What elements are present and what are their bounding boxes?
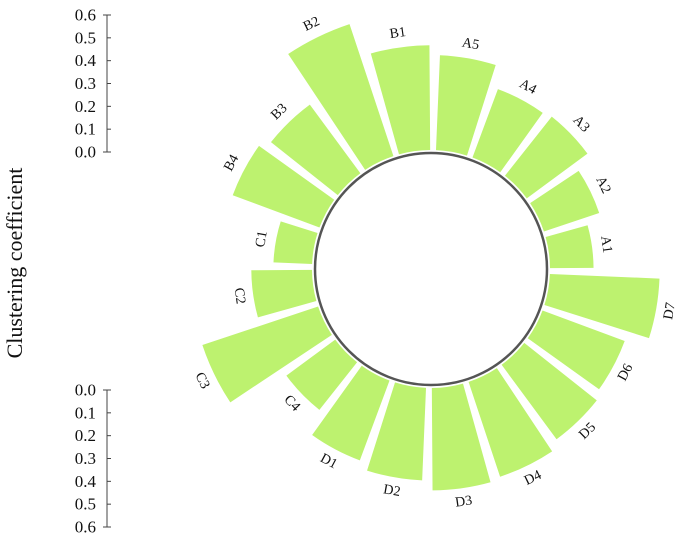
top-axis-line	[103, 14, 108, 153]
category-labels-group: A1 A2 A3 A4 A5 B1 B2 B3 B4 C1 C2 C3 C4 D1 D2 D3 D4 D5 D6 D7	[192, 14, 679, 511]
category-label-d5: D5	[576, 420, 599, 443]
category-label-c3: C3	[192, 370, 213, 391]
bar-a4	[472, 89, 543, 173]
category-label-d7: D7	[661, 301, 679, 320]
bars-group	[202, 24, 660, 491]
bottom-axis-tick-label-3: 0.3	[75, 449, 96, 468]
bar-d6	[527, 310, 625, 390]
category-label-d1: D1	[317, 451, 339, 472]
category-label-b2: B2	[301, 14, 322, 35]
category-label-d4: D4	[522, 468, 544, 489]
top-axis-ticks: 0.0 0.1 0.2 0.3 0.4 0.5 0.6	[75, 6, 111, 162]
category-label-d2: D2	[382, 482, 401, 500]
bottom-axis-tick-label-4: 0.4	[75, 472, 97, 491]
bottom-axis-ticks: 0.0 0.1 0.2 0.3 0.4 0.5 0.6	[75, 381, 111, 537]
bar-d1	[312, 365, 390, 461]
top-axis-tick-label-3: 0.3	[75, 74, 96, 93]
category-label-a5: A5	[461, 36, 480, 54]
bottom-axis-tick-label-6: 0.6	[75, 518, 96, 537]
bottom-axis-tick-label-1: 0.1	[75, 403, 96, 422]
bar-a5	[435, 55, 496, 156]
bar-c1	[273, 221, 318, 265]
bar-b3	[270, 104, 361, 196]
top-axis-tick-label-4: 0.4	[75, 51, 97, 70]
category-label-d6: D6	[615, 362, 636, 384]
bar-c3	[202, 306, 332, 403]
category-label-a2: A2	[592, 174, 613, 196]
top-axis-tick-label-2: 0.2	[75, 97, 96, 116]
top-axis: 0.0 0.1 0.2 0.3 0.4 0.5 0.6	[75, 6, 111, 162]
bar-d2	[367, 382, 427, 481]
bar-a3	[504, 116, 588, 199]
bottom-axis-tick-label-5: 0.5	[75, 495, 96, 514]
top-axis-tick-label-1: 0.1	[75, 120, 96, 139]
category-label-b3: B3	[268, 101, 290, 123]
bar-c4	[286, 339, 358, 410]
bar-d3	[431, 383, 491, 491]
top-axis-tick-label-0: 0.0	[75, 143, 96, 162]
bar-d5	[501, 342, 597, 440]
bar-b2	[288, 24, 394, 170]
category-label-c1: C1	[253, 230, 271, 249]
category-label-c4: C4	[281, 392, 303, 414]
bar-b4	[232, 145, 335, 228]
category-label-b4: B4	[221, 152, 242, 173]
top-axis-tick-label-5: 0.5	[75, 28, 96, 47]
category-label-c2: C2	[231, 287, 248, 305]
bottom-axis-line	[103, 389, 108, 528]
top-axis-tick-label-6: 0.6	[75, 6, 96, 25]
y-axis-title: Clustering coefficient	[2, 168, 27, 359]
bottom-axis: 0.0 0.1 0.2 0.3 0.4 0.5 0.6	[75, 381, 111, 537]
category-label-a4: A4	[517, 77, 539, 98]
bar-a1	[545, 225, 594, 269]
category-label-d3: D3	[454, 493, 473, 510]
category-label-a3: A3	[570, 113, 593, 136]
category-label-a1: A1	[597, 235, 614, 254]
bar-d4	[468, 368, 553, 477]
bar-c2	[251, 269, 317, 318]
category-label-b1: B1	[389, 25, 407, 42]
bar-b1	[370, 45, 431, 155]
bar-d7	[544, 273, 660, 339]
bottom-axis-tick-label-2: 0.2	[75, 426, 96, 445]
bar-a2	[530, 170, 600, 232]
bottom-axis-tick-label-0: 0.0	[75, 381, 96, 400]
inner-ring	[313, 151, 549, 387]
